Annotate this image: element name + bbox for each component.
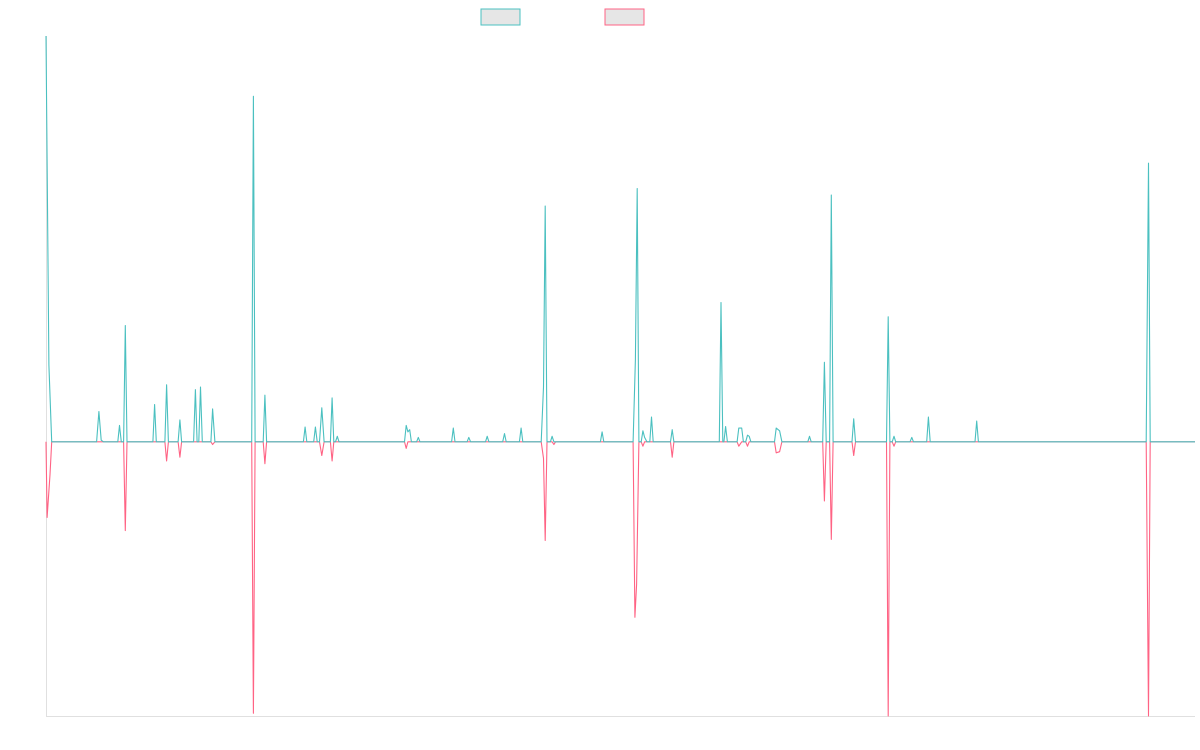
series-line-a [45,35,1195,443]
axes [46,36,1195,717]
legend [480,8,645,26]
series-line-b [45,441,1195,717]
legend-swatch-series-a[interactable] [480,8,521,26]
series-layer [45,35,1195,717]
legend-swatch-series-b[interactable] [604,8,645,26]
